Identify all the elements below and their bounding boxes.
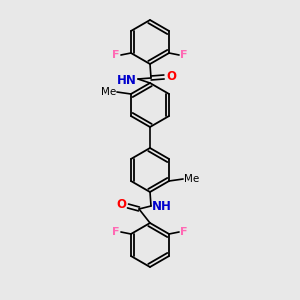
Text: Me: Me [101, 87, 116, 97]
Text: F: F [180, 50, 188, 60]
Text: F: F [180, 227, 188, 237]
Text: F: F [112, 50, 120, 60]
Text: O: O [166, 70, 176, 83]
Text: F: F [112, 227, 120, 237]
Text: Me: Me [184, 174, 199, 184]
Text: NH: NH [152, 200, 172, 214]
Text: O: O [116, 199, 126, 212]
Text: HN: HN [117, 74, 137, 86]
